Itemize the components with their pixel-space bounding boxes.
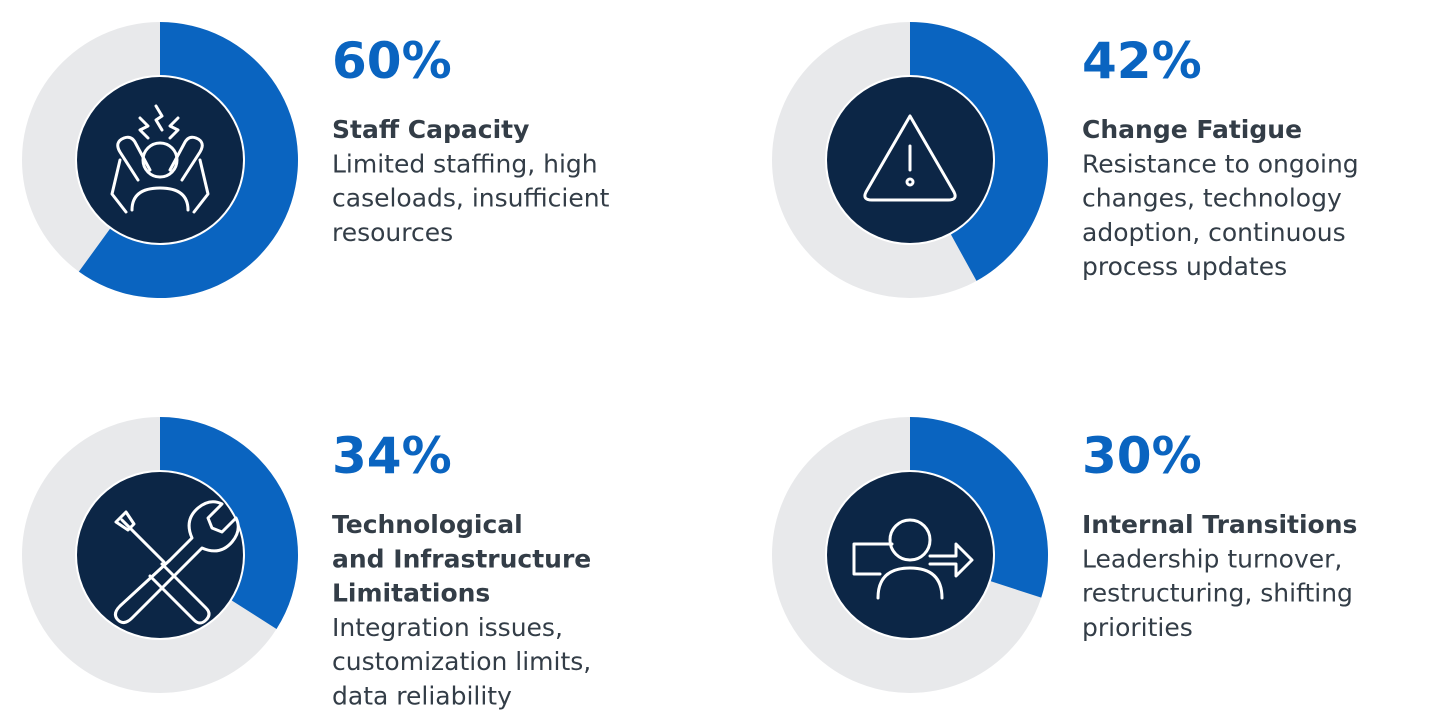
item-description: resources: [332, 218, 453, 247]
item-description: adoption, continuous: [1082, 218, 1346, 247]
warning-icon: [863, 114, 957, 202]
donut-segment: [78, 22, 298, 299]
item-title: Change Fatigue: [1082, 115, 1302, 144]
item-description: Resistance to ongoing: [1082, 149, 1359, 178]
item-title: Technological: [332, 510, 523, 539]
donut-center: [77, 472, 243, 638]
item-title: Limitations: [332, 579, 490, 608]
item-title: Internal Transitions: [1082, 510, 1357, 539]
item-description: priorities: [1082, 613, 1193, 642]
item-description: caseloads, insufficient: [332, 184, 610, 213]
item-title: Staff Capacity: [332, 115, 529, 144]
tools-icon: [113, 500, 240, 625]
donut-segment: [910, 22, 1049, 281]
item-title: and Infrastructure: [332, 544, 591, 573]
donut-segment: [160, 417, 298, 629]
transition-icon: [852, 518, 974, 600]
item-description: process updates: [1082, 252, 1287, 281]
donut-center: [827, 472, 993, 638]
donut-center: [77, 77, 243, 243]
item-description: Integration issues,: [332, 613, 563, 642]
value-label: 60%: [332, 32, 452, 90]
value-label: 34%: [332, 427, 452, 485]
item-description: changes, technology: [1082, 184, 1342, 213]
donut-segment: [910, 417, 1049, 598]
value-label: 42%: [1082, 32, 1202, 90]
stress-icon: [110, 104, 210, 214]
value-label: 30%: [1082, 427, 1202, 485]
item-description: data reliability: [332, 682, 512, 711]
item-description: Limited staffing, high: [332, 149, 598, 178]
item-description: Leadership turnover,: [1082, 544, 1342, 573]
icons: [110, 104, 974, 625]
item-description: customization limits,: [332, 647, 591, 676]
item-description: restructuring, shifting: [1082, 579, 1353, 608]
